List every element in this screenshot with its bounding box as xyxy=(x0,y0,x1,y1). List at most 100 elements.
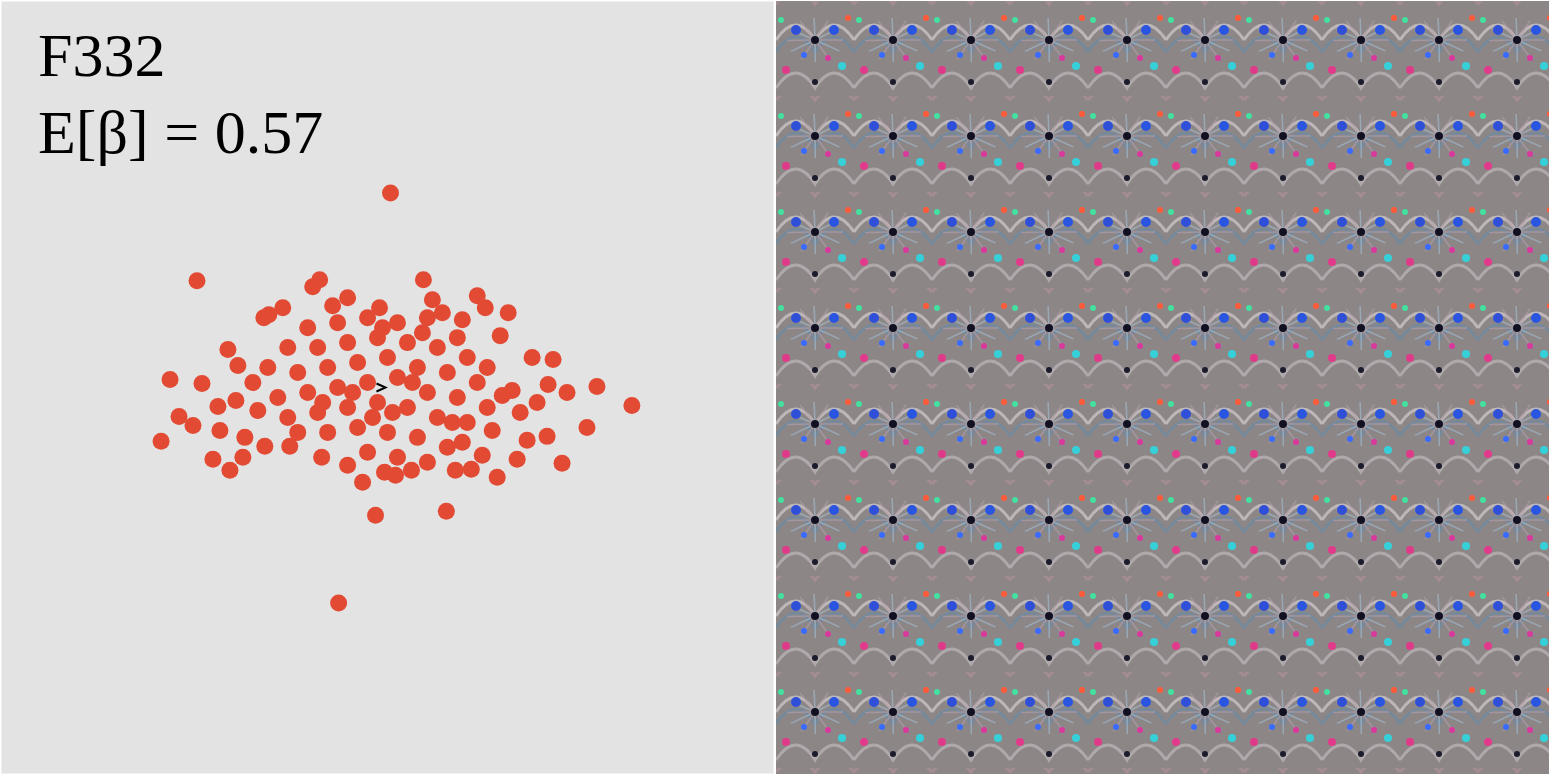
scatter-point xyxy=(545,351,562,368)
scatter-point xyxy=(399,399,416,416)
scatter-point xyxy=(354,474,371,491)
scatter-point xyxy=(319,424,336,441)
scatter-point xyxy=(299,319,316,336)
scatter-point xyxy=(324,297,341,314)
scatter-point xyxy=(524,349,541,366)
scatter-point xyxy=(314,394,331,411)
scatter-point xyxy=(374,319,391,336)
scatter-point xyxy=(364,409,381,426)
scatter-point xyxy=(415,271,432,288)
scatter-point xyxy=(454,311,471,328)
scatter-point xyxy=(234,449,251,466)
scatter-point xyxy=(193,375,210,392)
scatter-point xyxy=(211,422,228,439)
scatter-point xyxy=(492,327,509,344)
scatter-point xyxy=(369,394,386,411)
scatter-point xyxy=(319,359,336,376)
scatter-point xyxy=(269,389,286,406)
scatter-point xyxy=(409,429,426,446)
scatter-point xyxy=(153,433,170,450)
scatter-point xyxy=(162,371,179,388)
scatter-point xyxy=(185,417,202,434)
scatter-point xyxy=(367,507,384,524)
scatter-point xyxy=(299,384,316,401)
scatter-point xyxy=(389,314,406,331)
scatter-point xyxy=(588,378,605,395)
scatter-point xyxy=(349,354,366,371)
scatter-point xyxy=(329,379,346,396)
scatter-point xyxy=(384,404,401,421)
points xyxy=(153,185,641,612)
scatter-point xyxy=(469,374,486,391)
feature-visualization xyxy=(776,1,1549,774)
scatter-point xyxy=(339,457,356,474)
scatter-point xyxy=(171,408,188,425)
scatter-point xyxy=(519,432,536,449)
scatter-point xyxy=(479,399,496,416)
scatter-point xyxy=(188,272,205,289)
scatter-point xyxy=(304,278,321,295)
scatter-point xyxy=(484,422,501,439)
scatter-point xyxy=(529,394,546,411)
scatter-point xyxy=(389,449,406,466)
scatter-point xyxy=(419,309,436,326)
annotation: E[β] = 0.57 xyxy=(38,98,323,166)
scatter-point xyxy=(236,429,253,446)
scatter-point xyxy=(419,454,436,471)
scatter-point xyxy=(219,341,236,358)
scatter-point xyxy=(444,414,461,431)
scatter-point xyxy=(382,185,399,202)
scatter-point xyxy=(309,339,326,356)
scatter-point xyxy=(623,397,640,414)
scatter-point xyxy=(330,594,347,611)
scatter-point xyxy=(221,462,238,479)
scatter-point xyxy=(454,434,471,451)
scatter-point xyxy=(449,389,466,406)
scatter-point xyxy=(279,339,296,356)
scatter-point xyxy=(389,369,406,386)
scatter-point xyxy=(509,451,526,468)
scatter-point xyxy=(463,461,480,478)
scatter-point xyxy=(227,392,244,409)
scatter-point xyxy=(259,359,276,376)
scatter-point xyxy=(447,462,464,479)
scatter-point xyxy=(359,374,376,391)
scatter-point xyxy=(540,376,557,393)
scatter-point xyxy=(419,384,436,401)
scatter-point xyxy=(469,287,486,304)
scatter-point xyxy=(349,419,366,436)
scatter-point xyxy=(359,309,376,326)
scatter-point xyxy=(479,359,496,376)
title: F332 xyxy=(38,21,165,89)
scatter-point xyxy=(399,334,416,351)
scatter-point xyxy=(559,384,576,401)
scatter-point xyxy=(459,414,476,431)
direction-marker xyxy=(377,384,386,392)
scatter-point xyxy=(313,449,330,466)
scatter-point xyxy=(429,339,446,356)
scatter-point xyxy=(439,364,456,381)
scatter-point xyxy=(500,304,517,321)
scatter-point xyxy=(438,503,455,520)
scatter-point xyxy=(229,357,246,374)
scatter-point xyxy=(209,398,226,415)
scatter-point xyxy=(449,329,466,346)
scatter-point xyxy=(279,409,296,426)
scatter-point xyxy=(344,384,361,401)
scatter-point xyxy=(539,428,556,445)
scatter-point xyxy=(459,349,476,366)
scatter-point xyxy=(359,444,376,461)
plot-frame xyxy=(1,1,774,774)
scatter-point xyxy=(404,374,421,391)
scatter-point xyxy=(274,299,291,316)
scatter-point xyxy=(289,364,306,381)
scatter-point xyxy=(512,404,529,421)
scatter-point xyxy=(489,469,506,486)
scatter-point xyxy=(339,289,356,306)
scatter-point xyxy=(339,399,356,416)
scatter-point xyxy=(249,402,266,419)
scatter-point xyxy=(554,455,571,472)
scatter-point xyxy=(439,439,456,456)
scatter-point xyxy=(409,359,426,376)
figure: F332 E[β] = 0.57 xyxy=(0,0,1550,775)
